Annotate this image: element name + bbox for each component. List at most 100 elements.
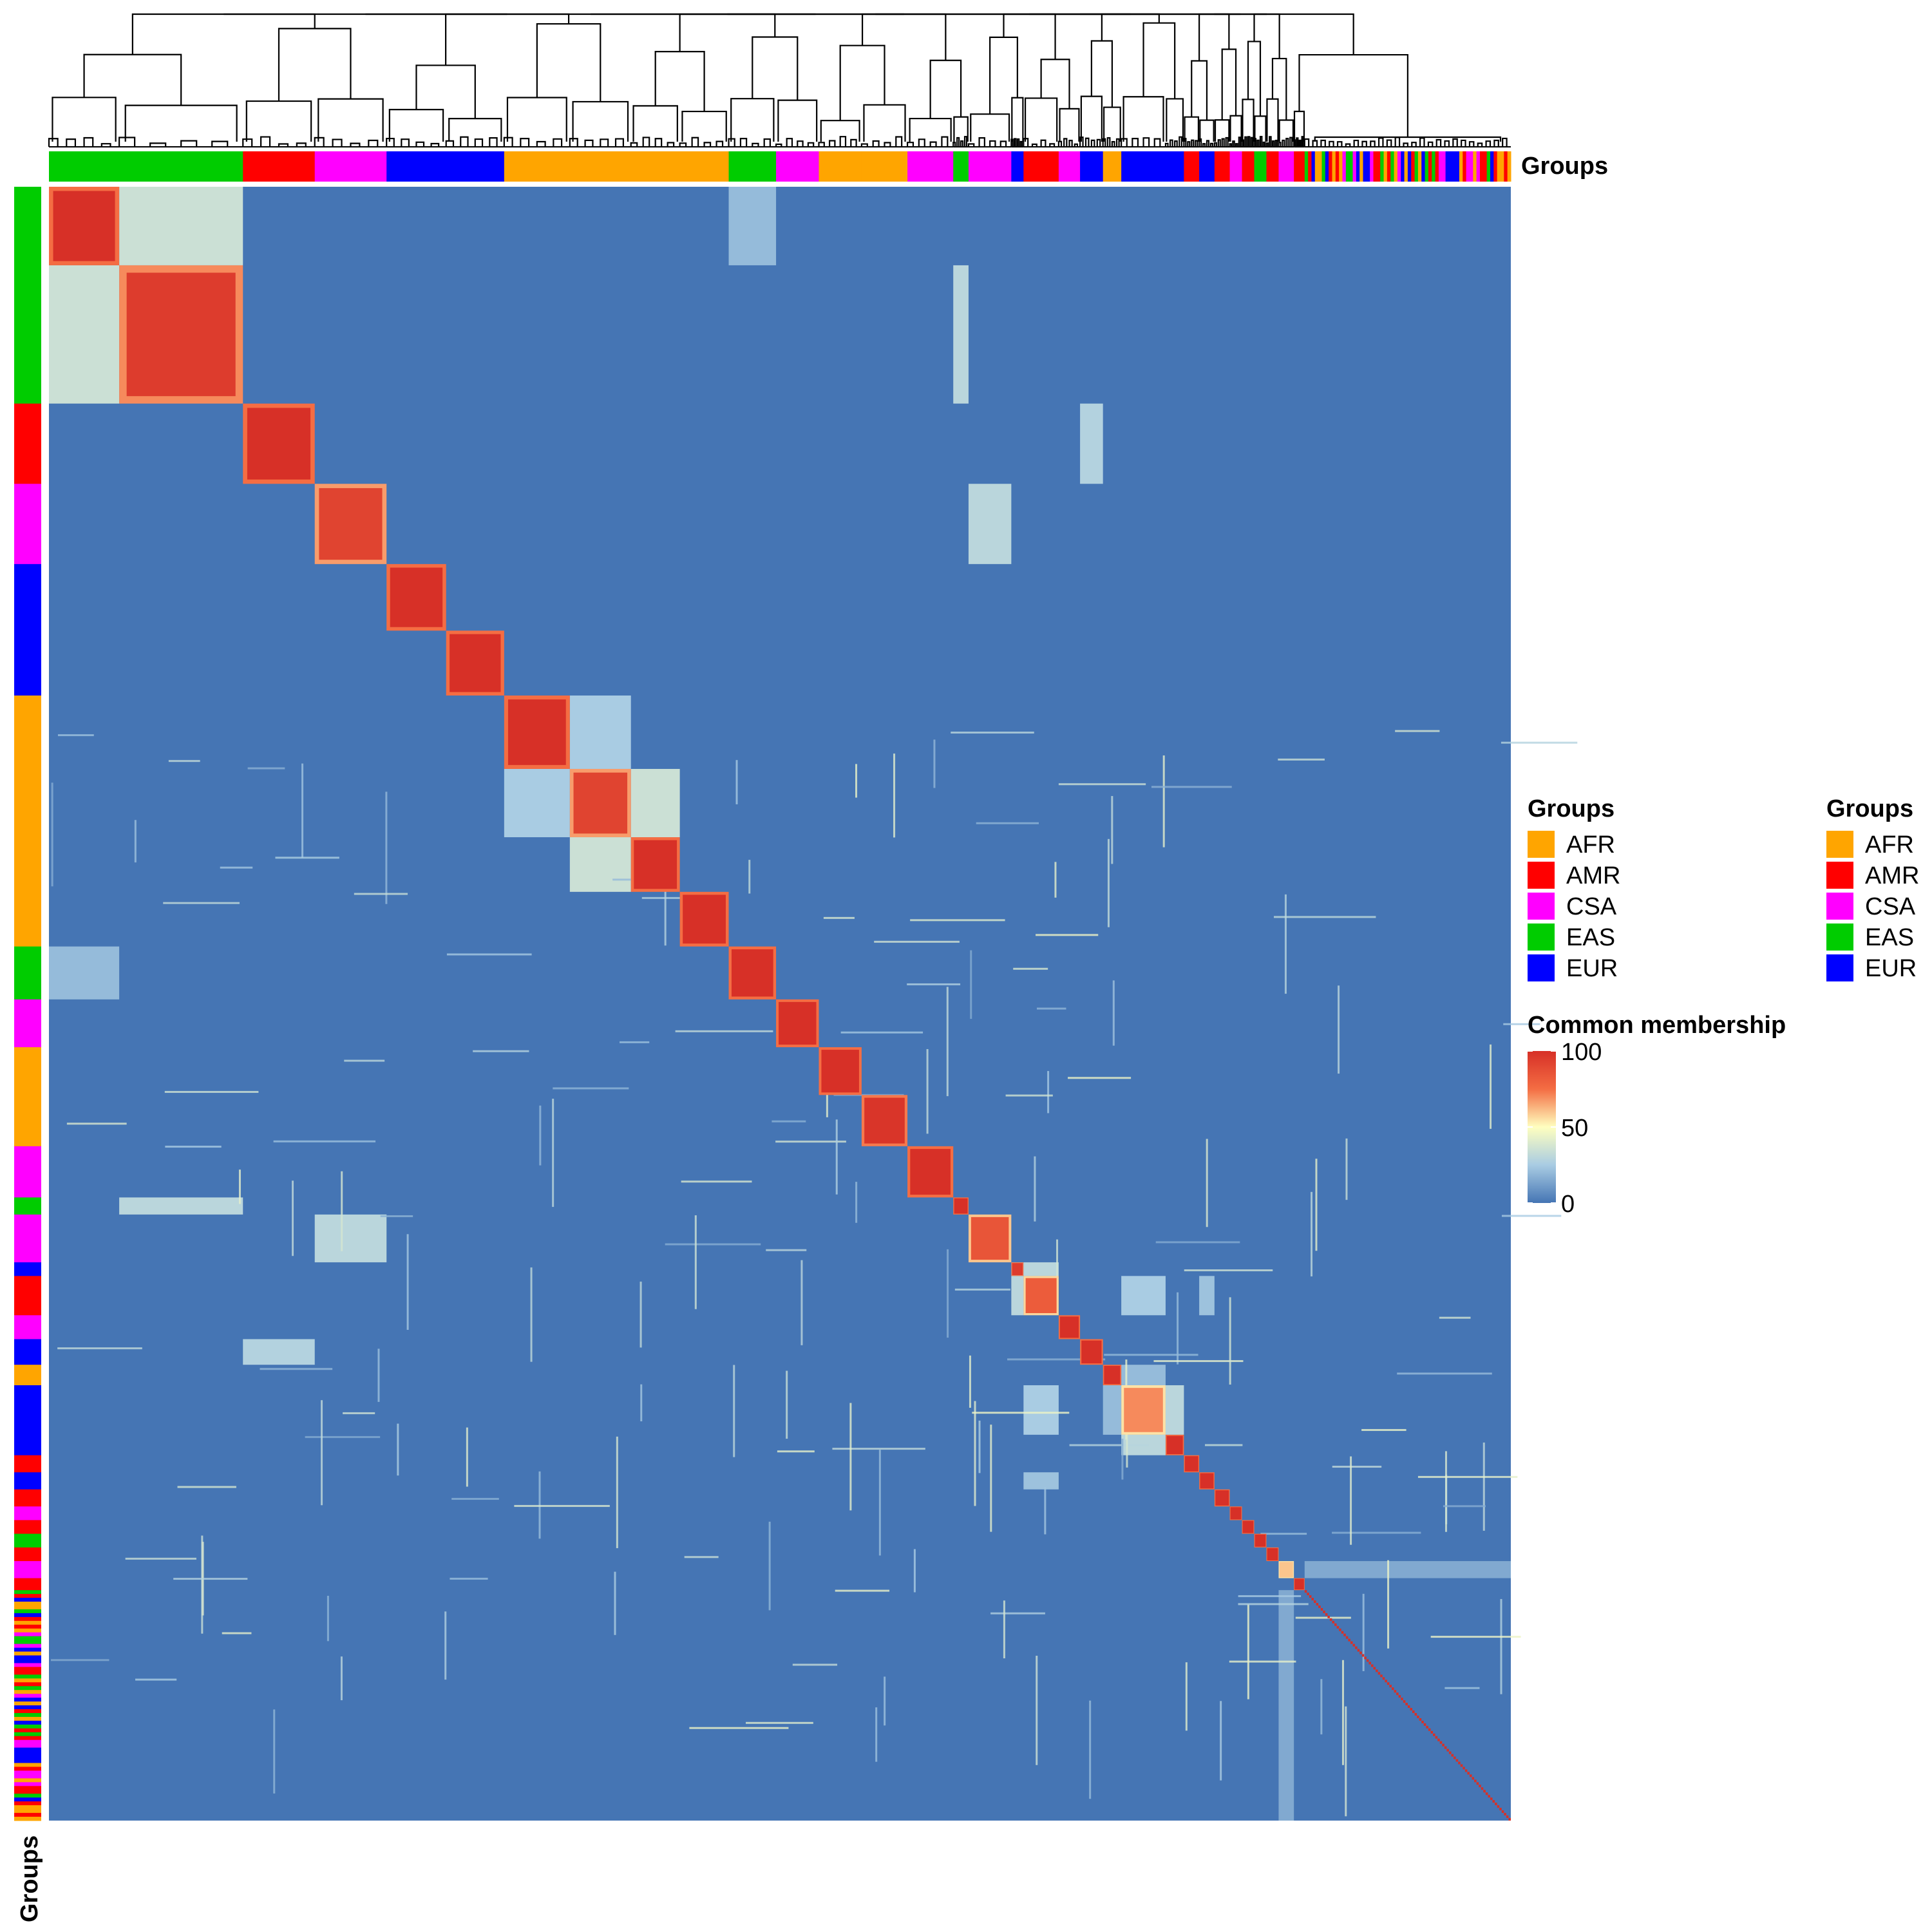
heatmap-streak xyxy=(1153,1359,1244,1362)
legend-swatch-eas xyxy=(1528,923,1555,951)
dendrogram-link xyxy=(332,138,343,147)
heatmap-streak xyxy=(1111,796,1113,864)
heatmap-streak xyxy=(1320,1679,1323,1735)
dendrogram-link xyxy=(679,13,776,52)
cluster-block xyxy=(390,567,443,627)
heatmap-streak xyxy=(1107,838,1110,927)
dendrogram-link xyxy=(260,136,271,147)
top-annotation-cell xyxy=(1214,151,1231,182)
left-annotation-cell xyxy=(14,1647,41,1653)
heatmap-streak xyxy=(947,1249,949,1338)
heatmap-streak xyxy=(1295,1616,1351,1619)
heatmap-streak xyxy=(1311,1191,1313,1277)
top-annotation-cell xyxy=(1455,151,1460,182)
dendrogram-link xyxy=(960,140,964,147)
left-annotation-cell xyxy=(14,1674,41,1679)
diagonal-cell xyxy=(1334,1623,1337,1626)
dendrogram-link xyxy=(860,143,868,147)
top-annotation-cell xyxy=(861,151,908,182)
dendrogram-link xyxy=(929,141,937,147)
groups-legend-row-annotation: Groups AFR AMR CSA EAS EUR xyxy=(1826,795,1919,982)
top-annotation-cell xyxy=(119,151,243,182)
top-annotation-cell xyxy=(1370,151,1374,182)
heatmap-streak xyxy=(1490,1044,1492,1129)
heatmap-streak xyxy=(275,857,339,859)
legend-swatch-amr xyxy=(1826,862,1853,889)
cluster-block xyxy=(683,895,726,944)
dendrogram-link xyxy=(1111,141,1115,147)
heatmap-streak xyxy=(884,1676,886,1726)
heatmap-streak xyxy=(823,916,855,919)
heatmap-streak xyxy=(684,1556,719,1558)
left-annotation-cell xyxy=(14,1659,41,1663)
heatmap-streak xyxy=(385,791,388,904)
dendrogram-link xyxy=(777,99,818,142)
cluster-block xyxy=(1081,1340,1102,1364)
dendrogram-link xyxy=(1199,119,1215,142)
dendrogram-link xyxy=(1142,137,1150,147)
heatmap-streak xyxy=(1204,1444,1243,1446)
cluster-block xyxy=(1279,1562,1293,1578)
dendrogram-link xyxy=(963,136,968,147)
diagonal-cell xyxy=(1329,1618,1332,1621)
dendrogram-link xyxy=(1403,142,1408,147)
dendrogram-link xyxy=(536,140,546,147)
top-annotation-cell xyxy=(1394,151,1398,182)
dendrogram-link xyxy=(909,117,952,142)
dendrogram-link xyxy=(872,140,880,147)
left-annotation-cell xyxy=(14,1797,41,1802)
top-annotation-cell xyxy=(1421,151,1426,182)
dendrogram-link xyxy=(1132,138,1139,147)
heatmap-streak xyxy=(766,1249,807,1251)
left-annotation-cell xyxy=(14,1640,41,1645)
cluster-block xyxy=(1230,1507,1242,1520)
off-diagonal-block xyxy=(1080,403,1103,484)
heatmap-streak xyxy=(1362,1593,1365,1671)
dendrogram-link xyxy=(553,138,563,147)
left-annotation-cell xyxy=(14,1365,41,1386)
colorbar-tick-label: 50 xyxy=(1561,1115,1588,1142)
diagonal-cell xyxy=(1442,1743,1444,1747)
dendrogram-link xyxy=(506,97,567,142)
legend-label-eas: EAS xyxy=(1566,924,1615,951)
dendrogram-link xyxy=(1106,137,1111,147)
heatmap-streak xyxy=(675,1030,773,1032)
dendrogram-link xyxy=(1191,60,1208,120)
diagonal-cell xyxy=(1373,1667,1376,1670)
dendrogram-link xyxy=(941,136,949,147)
cluster-block xyxy=(1200,1473,1214,1489)
dendrogram-link xyxy=(1217,139,1221,147)
left-annotation-cell xyxy=(14,1315,41,1340)
cluster-block xyxy=(126,272,236,397)
dendrogram-link xyxy=(180,140,198,147)
heatmap-streak xyxy=(1047,1071,1050,1113)
heatmap-streak xyxy=(466,1427,468,1487)
left-annotation-cell xyxy=(14,999,41,1048)
diagonal-cell xyxy=(1332,1620,1335,1624)
top-annotation-cell xyxy=(630,151,681,182)
top-annotation-cell xyxy=(1463,151,1467,182)
diagonal-cell xyxy=(1455,1759,1459,1762)
dendrogram-link xyxy=(1191,139,1195,147)
diagonal-cell xyxy=(1387,1682,1390,1685)
dendrogram-link xyxy=(752,36,799,100)
left-annotation-cell xyxy=(14,1506,41,1520)
left-annotation-cell xyxy=(14,1805,41,1810)
dendrogram-link xyxy=(1206,140,1210,147)
groups-legend-top: Groups AFR AMR CSA EAS EUR xyxy=(1528,795,1620,982)
top-annotation-cell xyxy=(1401,151,1405,182)
top-group-annotation-bar xyxy=(49,151,1511,182)
dendrogram-link xyxy=(1386,139,1392,147)
heatmap-streak xyxy=(377,1349,380,1402)
top-annotation-cell xyxy=(1435,151,1439,182)
dendrogram-link xyxy=(66,138,77,147)
top-annotation-cell xyxy=(1165,151,1184,182)
dendrogram-link xyxy=(1278,142,1282,147)
diagonal-cell xyxy=(1419,1718,1422,1721)
left-annotation-cell xyxy=(14,1632,41,1637)
diagonal-cell xyxy=(1463,1766,1465,1770)
heatmap-streak xyxy=(514,1504,610,1507)
off-diagonal-block xyxy=(1023,1262,1059,1276)
diagonal-cell xyxy=(1423,1723,1426,1726)
dendrogram-link xyxy=(1345,143,1351,147)
